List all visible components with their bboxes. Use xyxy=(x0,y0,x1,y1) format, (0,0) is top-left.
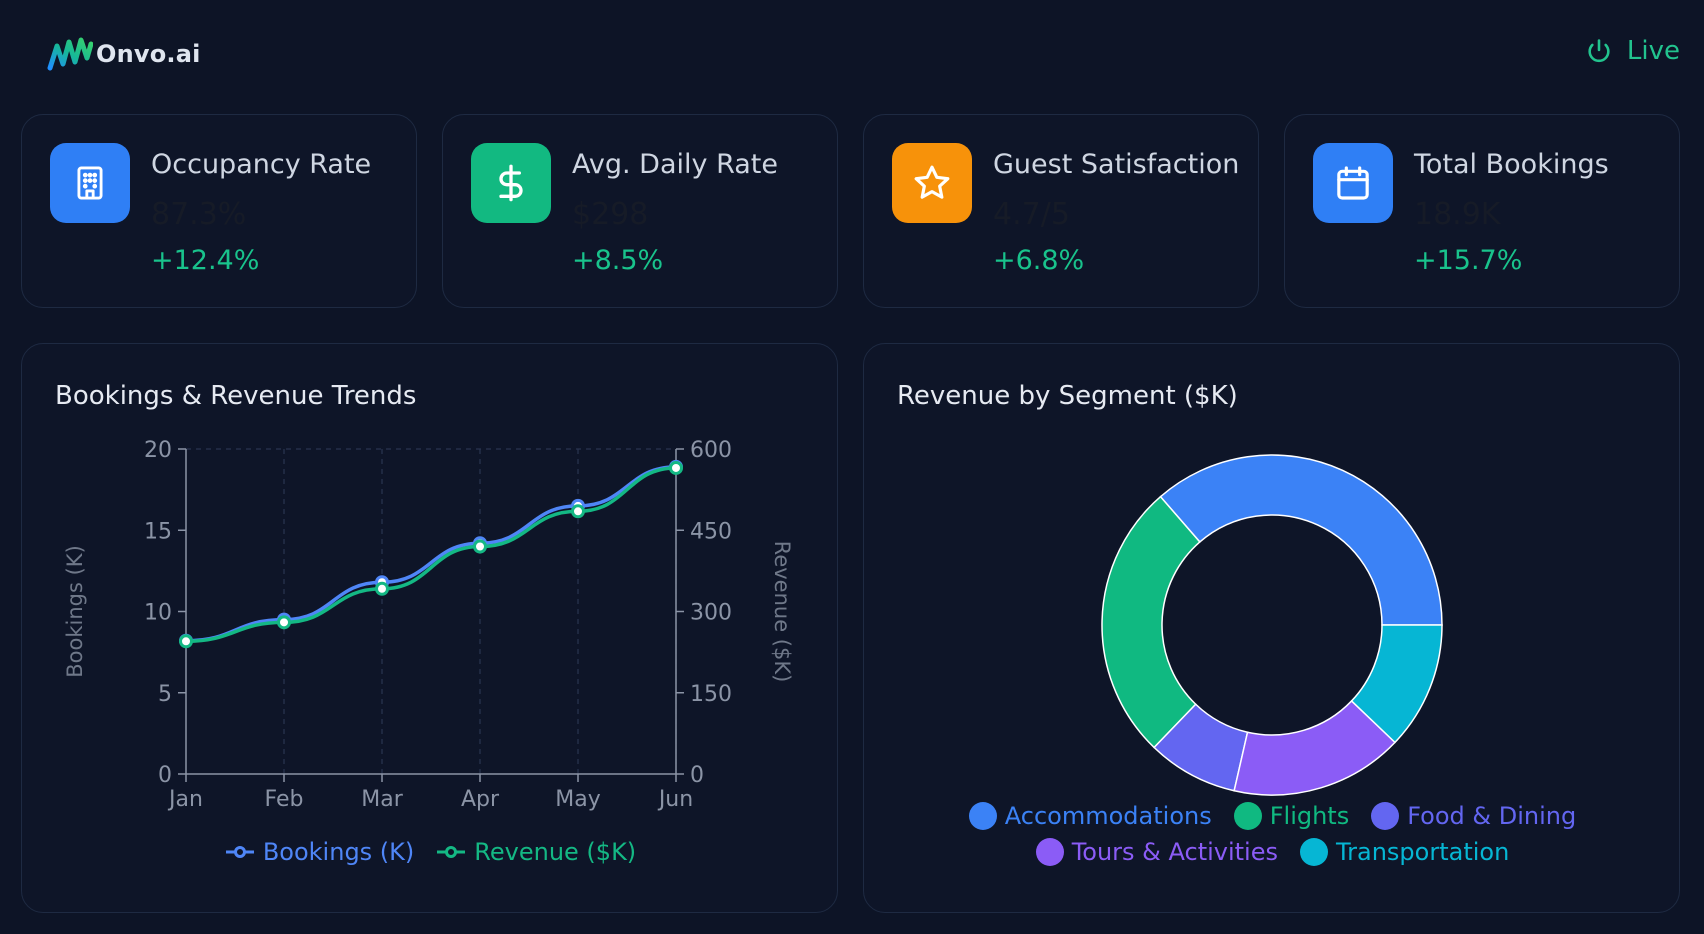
segment-panel-title: Revenue by Segment ($K) xyxy=(897,381,1238,411)
kpi-delta: +12.4% xyxy=(151,245,260,276)
legend-label: Flights xyxy=(1269,802,1350,830)
y-tick-label: 5 xyxy=(158,682,172,707)
y-tick-label: 15 xyxy=(144,519,172,544)
donut-slice-transportation xyxy=(1350,624,1443,744)
kpi-label: Guest Satisfaction xyxy=(993,149,1240,180)
trend-panel-title: Bookings & Revenue Trends xyxy=(55,381,417,411)
logo-icon xyxy=(47,37,93,71)
x-tick-label: Apr xyxy=(461,787,500,812)
legend-label: Tours & Activities xyxy=(1071,838,1278,866)
legend-item-accommodations[interactable]: Accommodations xyxy=(968,802,1212,830)
legend-item-food-dining[interactable]: Food & Dining xyxy=(1371,802,1576,830)
building-icon xyxy=(77,166,103,200)
kpi-value: 18.9K xyxy=(1414,197,1501,232)
line-marker-icon xyxy=(225,846,254,858)
kpi-value: 87.3% xyxy=(151,197,247,232)
legend-label: Revenue ($K) xyxy=(474,838,637,866)
kpi-value: $298 xyxy=(572,197,649,232)
kpi-delta: +6.8% xyxy=(993,245,1085,276)
power-icon xyxy=(1588,39,1610,63)
y2-axis-title: Revenue ($K) xyxy=(770,541,794,683)
series-line-revenue xyxy=(185,466,677,644)
legend-dot xyxy=(1233,802,1262,830)
y2-tick-label: 600 xyxy=(690,438,732,463)
segment-legend-row-1: Accommodations Flights Food & Dining xyxy=(864,802,1681,830)
legend-label: Food & Dining xyxy=(1407,802,1577,830)
live-status[interactable]: Live xyxy=(1585,36,1680,66)
data-point xyxy=(179,634,193,649)
kpi-label: Avg. Daily Rate xyxy=(572,149,778,180)
y2-tick-label: 450 xyxy=(690,519,732,544)
segment-legend-row-2: Tours & Activities Transportation xyxy=(864,838,1681,866)
kpi-value: 4.7/5 xyxy=(993,197,1070,232)
legend-item-flights[interactable]: Flights xyxy=(1233,802,1350,830)
y2-tick-label: 300 xyxy=(690,601,732,626)
legend-item-revenue[interactable]: Revenue ($K) xyxy=(436,838,636,866)
data-point xyxy=(277,615,291,630)
y-axis-title: Bookings (K) xyxy=(63,545,87,678)
brand-name: Onvo.ai xyxy=(96,40,201,68)
x-tick-label: Jan xyxy=(167,787,203,812)
series-line-bookings xyxy=(185,465,677,643)
line-marker-icon xyxy=(437,846,466,858)
kpi-delta: +8.5% xyxy=(572,245,664,276)
data-point xyxy=(571,504,585,519)
dollar-icon xyxy=(499,164,523,202)
y-tick-label: 0 xyxy=(158,763,172,788)
kpi-label: Total Bookings xyxy=(1414,149,1609,180)
donut-slice-accommodations xyxy=(1159,454,1443,626)
donut-slice-flights xyxy=(1101,495,1201,749)
x-tick-label: Mar xyxy=(361,787,403,812)
kpi-label: Occupancy Rate xyxy=(151,149,372,180)
legend-label: Transportation xyxy=(1336,838,1510,866)
legend-item-tours[interactable]: Tours & Activities xyxy=(1035,838,1278,866)
calendar-icon xyxy=(1337,166,1369,200)
kpi-icon-box xyxy=(471,143,551,223)
y2-tick-label: 0 xyxy=(690,763,704,788)
trend-panel: Bookings & Revenue Trends 0 5 10 15 20 0 150 30… xyxy=(21,343,838,913)
legend-dot xyxy=(1300,838,1328,866)
legend-item-bookings[interactable]: Bookings (K) xyxy=(225,838,414,866)
star-icon xyxy=(914,165,950,199)
legend-label: Bookings (K) xyxy=(262,838,415,866)
legend-label: Accommodations xyxy=(1004,802,1212,830)
y2-tick-label: 150 xyxy=(690,682,732,707)
data-point xyxy=(375,581,389,596)
y-tick-label: 10 xyxy=(144,601,172,626)
x-tick-label: Jun xyxy=(657,787,693,812)
data-point xyxy=(473,539,487,554)
x-tick-label: Feb xyxy=(265,787,304,812)
legend-item-transportation[interactable]: Transportation xyxy=(1300,838,1509,866)
trend-chart: 0 5 10 15 20 0 150 300 450 600 Jan Feb Mar Apr May Jun B… xyxy=(63,438,794,812)
kpi-icon-box xyxy=(892,143,972,223)
kpi-card-satisfaction: Guest Satisfaction 4.7/5 +6.8% xyxy=(863,114,1259,308)
kpi-icon-box xyxy=(50,143,130,223)
kpi-delta: +15.7% xyxy=(1414,245,1523,276)
data-point xyxy=(669,460,683,475)
live-label: Live xyxy=(1626,36,1680,66)
kpi-card-bookings: Total Bookings 18.9K +15.7% xyxy=(1284,114,1680,308)
x-tick-label: May xyxy=(555,787,600,812)
app-header: Onvo.ai Live xyxy=(0,0,1704,110)
legend-dot xyxy=(968,802,997,830)
trend-legend: Bookings (K) Revenue ($K) xyxy=(22,838,839,866)
segment-donut-chart xyxy=(1101,454,1443,796)
legend-dot xyxy=(1371,802,1400,830)
segment-panel: Revenue by Segment ($K) Accommodations F… xyxy=(863,343,1680,913)
legend-dot xyxy=(1035,838,1064,866)
kpi-card-occupancy: Occupancy Rate 87.3% +12.4% xyxy=(21,114,417,308)
brand-logo[interactable]: Onvo.ai xyxy=(47,36,201,72)
y-tick-label: 20 xyxy=(144,438,172,463)
kpi-card-adr: Avg. Daily Rate $298 +8.5% xyxy=(442,114,838,308)
kpi-icon-box xyxy=(1313,143,1393,223)
